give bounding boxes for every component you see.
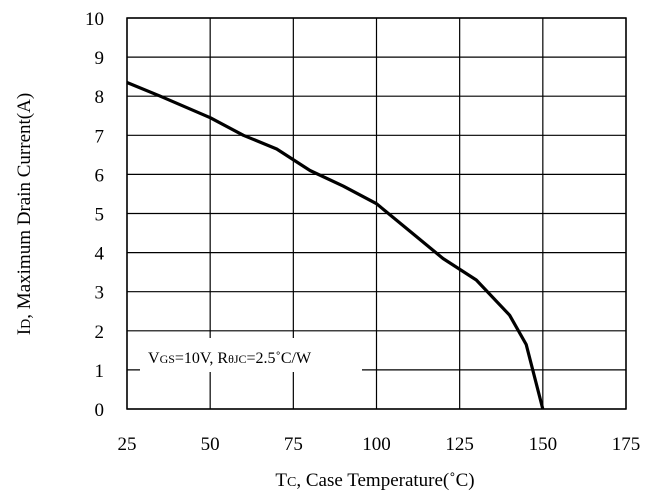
- y-tick-label: 8: [95, 87, 105, 108]
- annotation-part: =10V, R: [175, 350, 229, 367]
- x-tick-label: 150: [529, 434, 558, 455]
- x-tick-label: 175: [612, 434, 641, 455]
- x-tick-label: 25: [118, 434, 137, 455]
- x-tick-label: 125: [445, 434, 474, 455]
- annotation-subscript: θJC: [228, 352, 246, 366]
- y-tick-label: 1: [95, 361, 105, 382]
- y-axis-label: ID, Maximum Drain Current(A): [14, 93, 35, 335]
- y-tick-label: 5: [95, 205, 105, 226]
- y-tick-label: 2: [95, 322, 105, 343]
- y-tick-label: 3: [95, 283, 105, 304]
- y-tick-label: 4: [95, 244, 105, 265]
- annotation-part: =2.5˚C/W: [247, 350, 312, 367]
- plot-frame: [126, 17, 627, 410]
- x-axis-label: TC, Case Temperature(˚C): [275, 470, 474, 491]
- y-tick-label: 0: [95, 400, 105, 421]
- y-tick-label: 9: [95, 48, 105, 69]
- y-tick-label: 10: [85, 9, 104, 30]
- tick-labels: 25 50 75 100 125 150 175 0 1 2 3 4 5 6 7 8 9 10: [85, 9, 640, 455]
- annotation-box: VGS=10V, RθJC=2.5˚C/W: [140, 338, 362, 372]
- series-line: [126, 81, 545, 410]
- series-group: [126, 81, 545, 410]
- x-tick-label: 50: [201, 434, 220, 455]
- annotation-part: V: [148, 350, 160, 367]
- annotation-background: [140, 338, 362, 372]
- x-tick-label: 75: [284, 434, 303, 455]
- y-tick-label: 7: [95, 126, 105, 147]
- x-tick-label: 100: [362, 434, 391, 455]
- annotation-subscript: GS: [160, 352, 175, 366]
- annotation-text: VGS=10V, RθJC=2.5˚C/W: [148, 350, 312, 367]
- y-tick-label: 6: [95, 165, 105, 186]
